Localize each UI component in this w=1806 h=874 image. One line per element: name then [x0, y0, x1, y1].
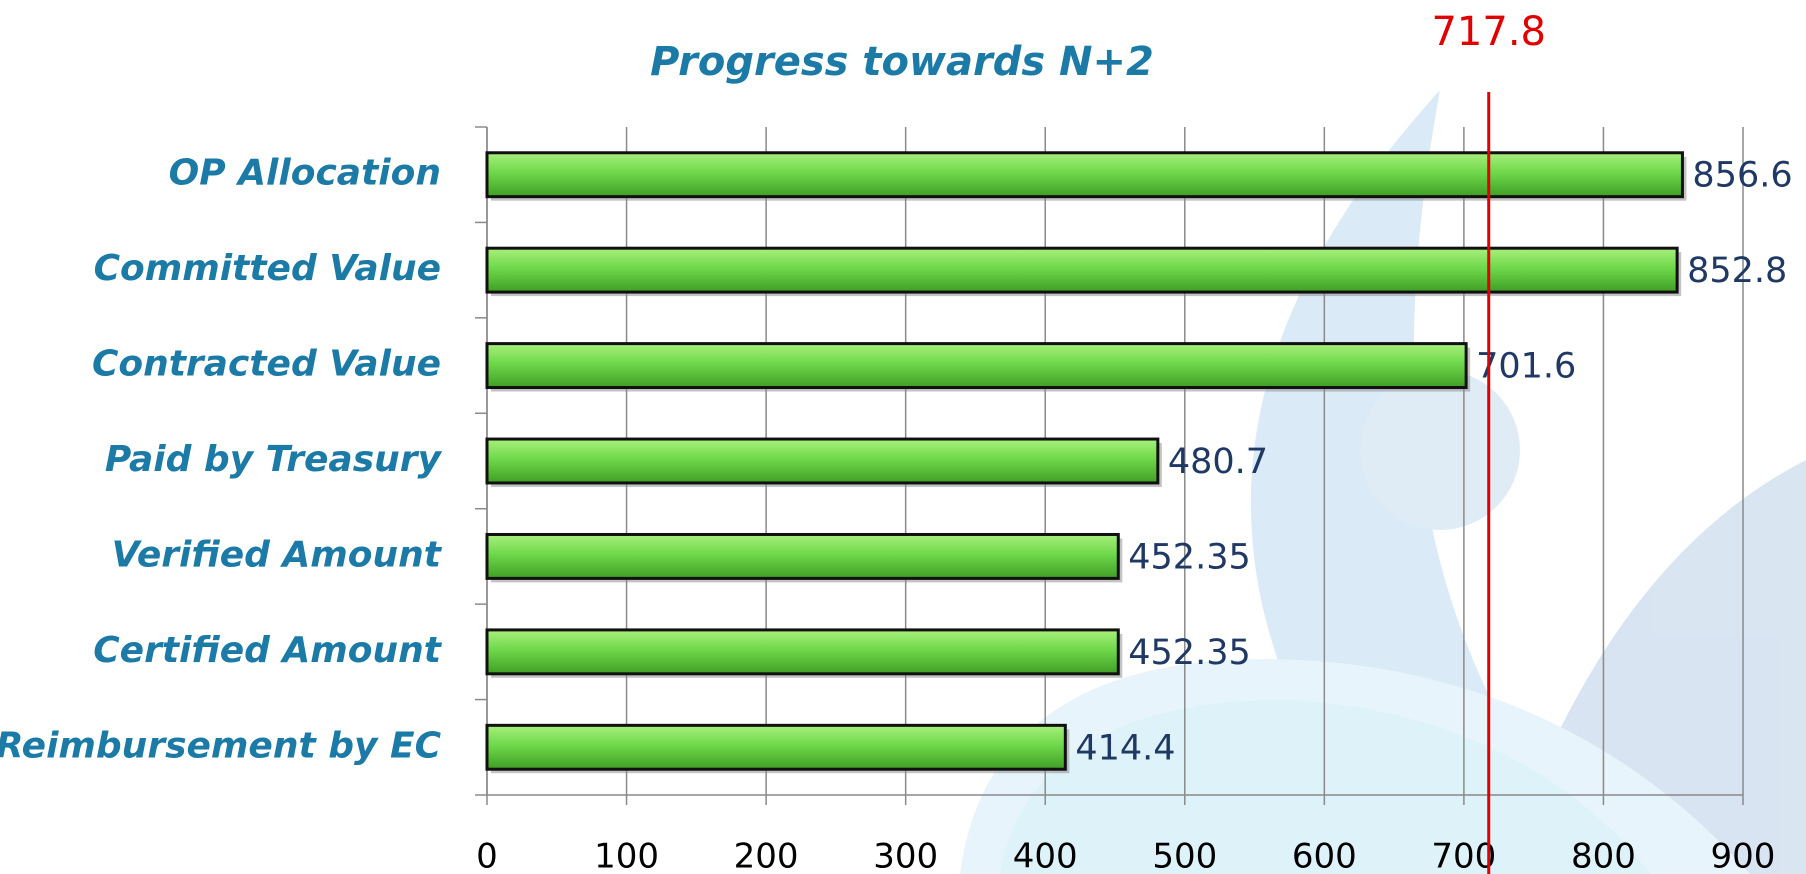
chart-title: Progress towards N+2: [650, 39, 1154, 85]
bar: [485, 437, 1160, 485]
bar: [485, 151, 1684, 199]
value-label: 452.35: [1128, 633, 1250, 673]
y-tick-label: Committed Value: [94, 248, 441, 289]
value-label: 852.8: [1687, 251, 1787, 291]
x-tick-label: 700: [1431, 837, 1496, 874]
x-tick-label: 500: [1152, 837, 1217, 874]
bar: [485, 246, 1679, 294]
y-tick-label: Reimbursement by EC: [0, 725, 442, 766]
x-tick-label: 300: [873, 837, 938, 874]
bar: [485, 628, 1120, 676]
x-tick-label: 200: [734, 837, 799, 874]
bar: [485, 342, 1468, 390]
x-tick-label: 900: [1711, 837, 1776, 874]
y-tick-label: Paid by Treasury: [105, 439, 443, 480]
value-label: 452.35: [1128, 537, 1250, 577]
value-label: 480.7: [1168, 442, 1268, 482]
x-tick-label: 400: [1013, 837, 1078, 874]
x-tick-label: 800: [1571, 837, 1636, 874]
y-tick-label: Contracted Value: [92, 344, 441, 385]
y-tick-label: Certified Amount: [93, 630, 443, 671]
x-tick-label: 100: [594, 837, 659, 874]
value-label: 701.6: [1476, 347, 1576, 387]
x-tick-label: 0: [476, 837, 498, 874]
value-label: 856.6: [1692, 156, 1792, 196]
x-tick-label: 600: [1292, 837, 1357, 874]
reference-label: 717.8: [1431, 9, 1546, 55]
y-tick-label: Verified Amount: [112, 534, 443, 575]
bar: [485, 723, 1067, 771]
bar: [485, 532, 1120, 580]
y-tick-label: OP Allocation: [169, 153, 441, 194]
value-label: 414.4: [1075, 728, 1175, 768]
